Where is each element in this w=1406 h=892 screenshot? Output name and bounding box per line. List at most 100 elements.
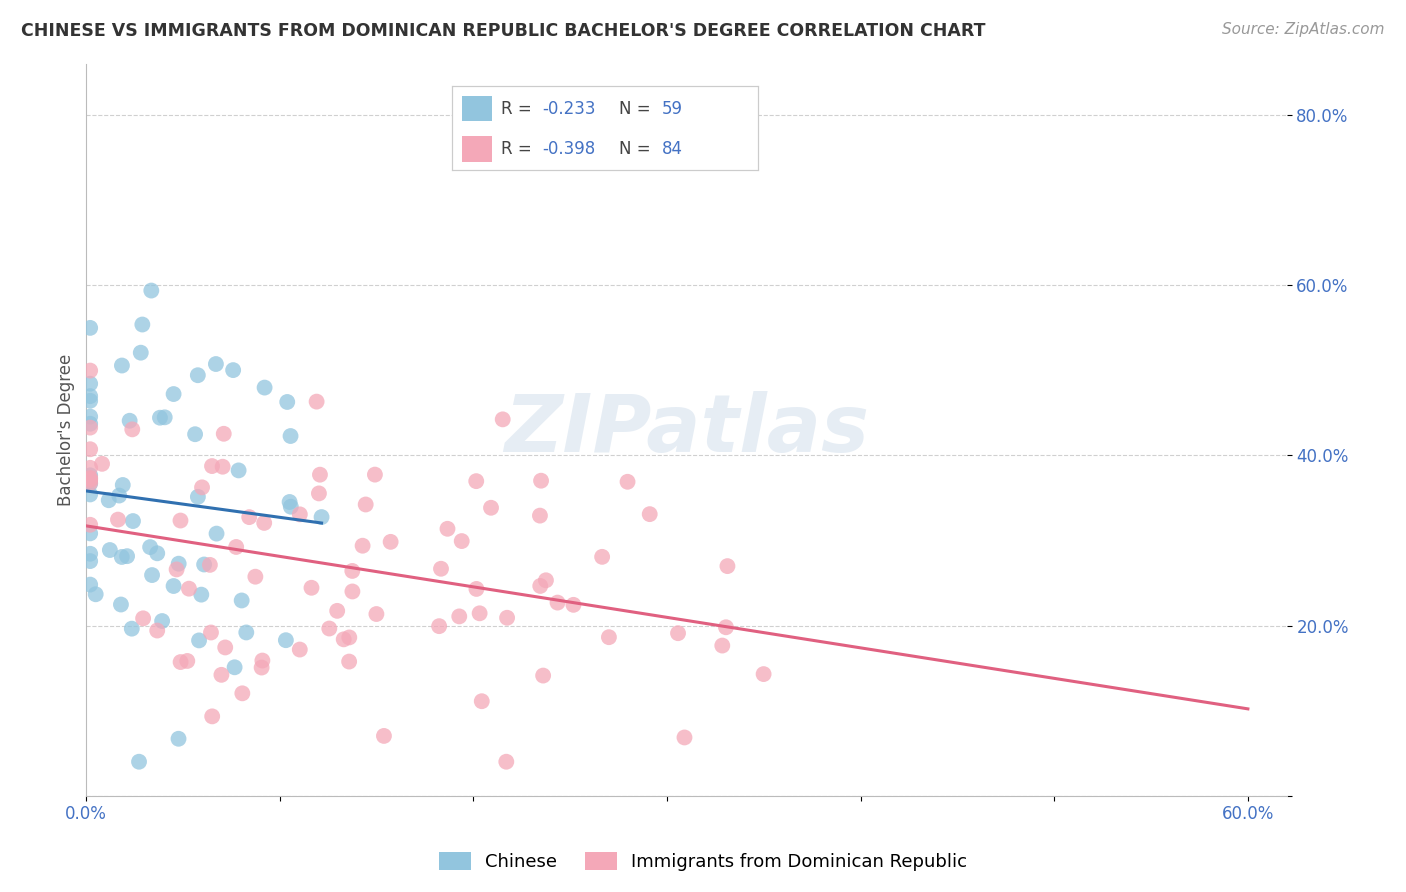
Immigrants from Dominican Republic [211, 459, 233, 474]
Text: CHINESE VS IMMIGRANTS FROM DOMINICAN REPUBLIC BACHELOR'S DEGREE CORRELATION CHAR: CHINESE VS IMMIGRANTS FROM DOMINICAN REP… [21, 22, 986, 40]
Chinese [228, 463, 250, 477]
Immigrants from Dominican Republic [342, 584, 364, 599]
Chinese [187, 490, 209, 504]
Immigrants from Dominican Republic [79, 475, 101, 490]
Immigrants from Dominican Republic [176, 654, 198, 668]
Chinese [115, 549, 138, 563]
Immigrants from Dominican Republic [288, 508, 311, 522]
Immigrants from Dominican Republic [531, 668, 554, 682]
Y-axis label: Bachelor's Degree: Bachelor's Degree [58, 354, 75, 506]
Chinese [131, 318, 153, 332]
Immigrants from Dominican Republic [201, 459, 224, 474]
Chinese [276, 395, 298, 409]
Chinese [187, 368, 209, 383]
Immigrants from Dominican Republic [666, 626, 689, 640]
Immigrants from Dominican Republic [616, 475, 638, 489]
Immigrants from Dominican Republic [79, 472, 101, 486]
Immigrants from Dominican Republic [352, 539, 374, 553]
Chinese [79, 577, 101, 591]
Chinese [97, 493, 120, 508]
Chinese [280, 500, 302, 514]
Chinese [280, 429, 302, 443]
Chinese [190, 588, 212, 602]
Chinese [108, 489, 131, 503]
Chinese [79, 409, 101, 424]
Chinese [110, 598, 132, 612]
Chinese [79, 393, 101, 408]
Chinese [129, 345, 152, 359]
Immigrants from Dominican Republic [191, 480, 214, 494]
Immigrants from Dominican Republic [198, 558, 221, 572]
Immigrants from Dominican Republic [201, 709, 224, 723]
Immigrants from Dominican Republic [430, 562, 453, 576]
Chinese [79, 376, 101, 391]
Immigrants from Dominican Republic [366, 607, 388, 621]
Chinese [79, 468, 101, 483]
Chinese [235, 625, 257, 640]
Immigrants from Dominican Republic [427, 619, 450, 633]
Immigrants from Dominican Republic [534, 574, 557, 588]
Immigrants from Dominican Republic [562, 598, 585, 612]
Immigrants from Dominican Republic [337, 631, 360, 645]
Immigrants from Dominican Republic [342, 564, 364, 578]
Immigrants from Dominican Republic [598, 630, 620, 644]
Immigrants from Dominican Republic [288, 642, 311, 657]
Chinese [167, 731, 190, 746]
Immigrants from Dominican Republic [121, 422, 143, 436]
Chinese [111, 549, 134, 564]
Immigrants from Dominican Republic [253, 516, 276, 530]
Immigrants from Dominican Republic [479, 500, 502, 515]
Immigrants from Dominican Republic [714, 620, 737, 634]
Immigrants from Dominican Republic [79, 517, 101, 532]
Immigrants from Dominican Republic [326, 604, 349, 618]
Text: ZIPatlas: ZIPatlas [503, 391, 869, 469]
Immigrants from Dominican Republic [225, 540, 247, 554]
Immigrants from Dominican Republic [495, 755, 517, 769]
Immigrants from Dominican Republic [166, 562, 188, 576]
Immigrants from Dominican Republic [752, 667, 775, 681]
Chinese [162, 579, 184, 593]
Immigrants from Dominican Republic [529, 508, 551, 523]
Chinese [79, 554, 101, 568]
Immigrants from Dominican Republic [231, 686, 253, 700]
Chinese [128, 755, 150, 769]
Chinese [205, 526, 228, 541]
Immigrants from Dominican Republic [146, 624, 169, 638]
Chinese [167, 557, 190, 571]
Immigrants from Dominican Republic [214, 640, 236, 655]
Chinese [253, 381, 276, 395]
Chinese [278, 495, 301, 509]
Chinese [98, 543, 121, 558]
Chinese [79, 487, 101, 501]
Immigrants from Dominican Republic [79, 473, 101, 487]
Immigrants from Dominican Republic [471, 694, 494, 708]
Immigrants from Dominican Republic [638, 507, 661, 521]
Immigrants from Dominican Republic [200, 625, 222, 640]
Immigrants from Dominican Republic [305, 394, 328, 409]
Immigrants from Dominican Republic [450, 534, 472, 549]
Chinese [231, 593, 253, 607]
Chinese [184, 427, 207, 442]
Immigrants from Dominican Republic [492, 412, 515, 426]
Text: Source: ZipAtlas.com: Source: ZipAtlas.com [1222, 22, 1385, 37]
Immigrants from Dominican Republic [169, 655, 191, 669]
Legend: Chinese, Immigrants from Dominican Republic: Chinese, Immigrants from Dominican Repub… [432, 846, 974, 879]
Immigrants from Dominican Republic [169, 514, 191, 528]
Immigrants from Dominican Republic [716, 559, 738, 574]
Immigrants from Dominican Republic [436, 522, 458, 536]
Chinese [141, 568, 163, 582]
Immigrants from Dominican Republic [547, 596, 569, 610]
Immigrants from Dominican Republic [591, 549, 613, 564]
Immigrants from Dominican Republic [380, 534, 402, 549]
Immigrants from Dominican Republic [318, 622, 340, 636]
Chinese [79, 476, 101, 491]
Immigrants from Dominican Republic [301, 581, 323, 595]
Immigrants from Dominican Republic [308, 486, 330, 500]
Chinese [311, 510, 333, 524]
Chinese [111, 478, 134, 492]
Immigrants from Dominican Republic [238, 510, 260, 524]
Chinese [79, 417, 101, 431]
Chinese [149, 410, 172, 425]
Immigrants from Dominican Republic [79, 471, 101, 485]
Immigrants from Dominican Republic [468, 607, 491, 621]
